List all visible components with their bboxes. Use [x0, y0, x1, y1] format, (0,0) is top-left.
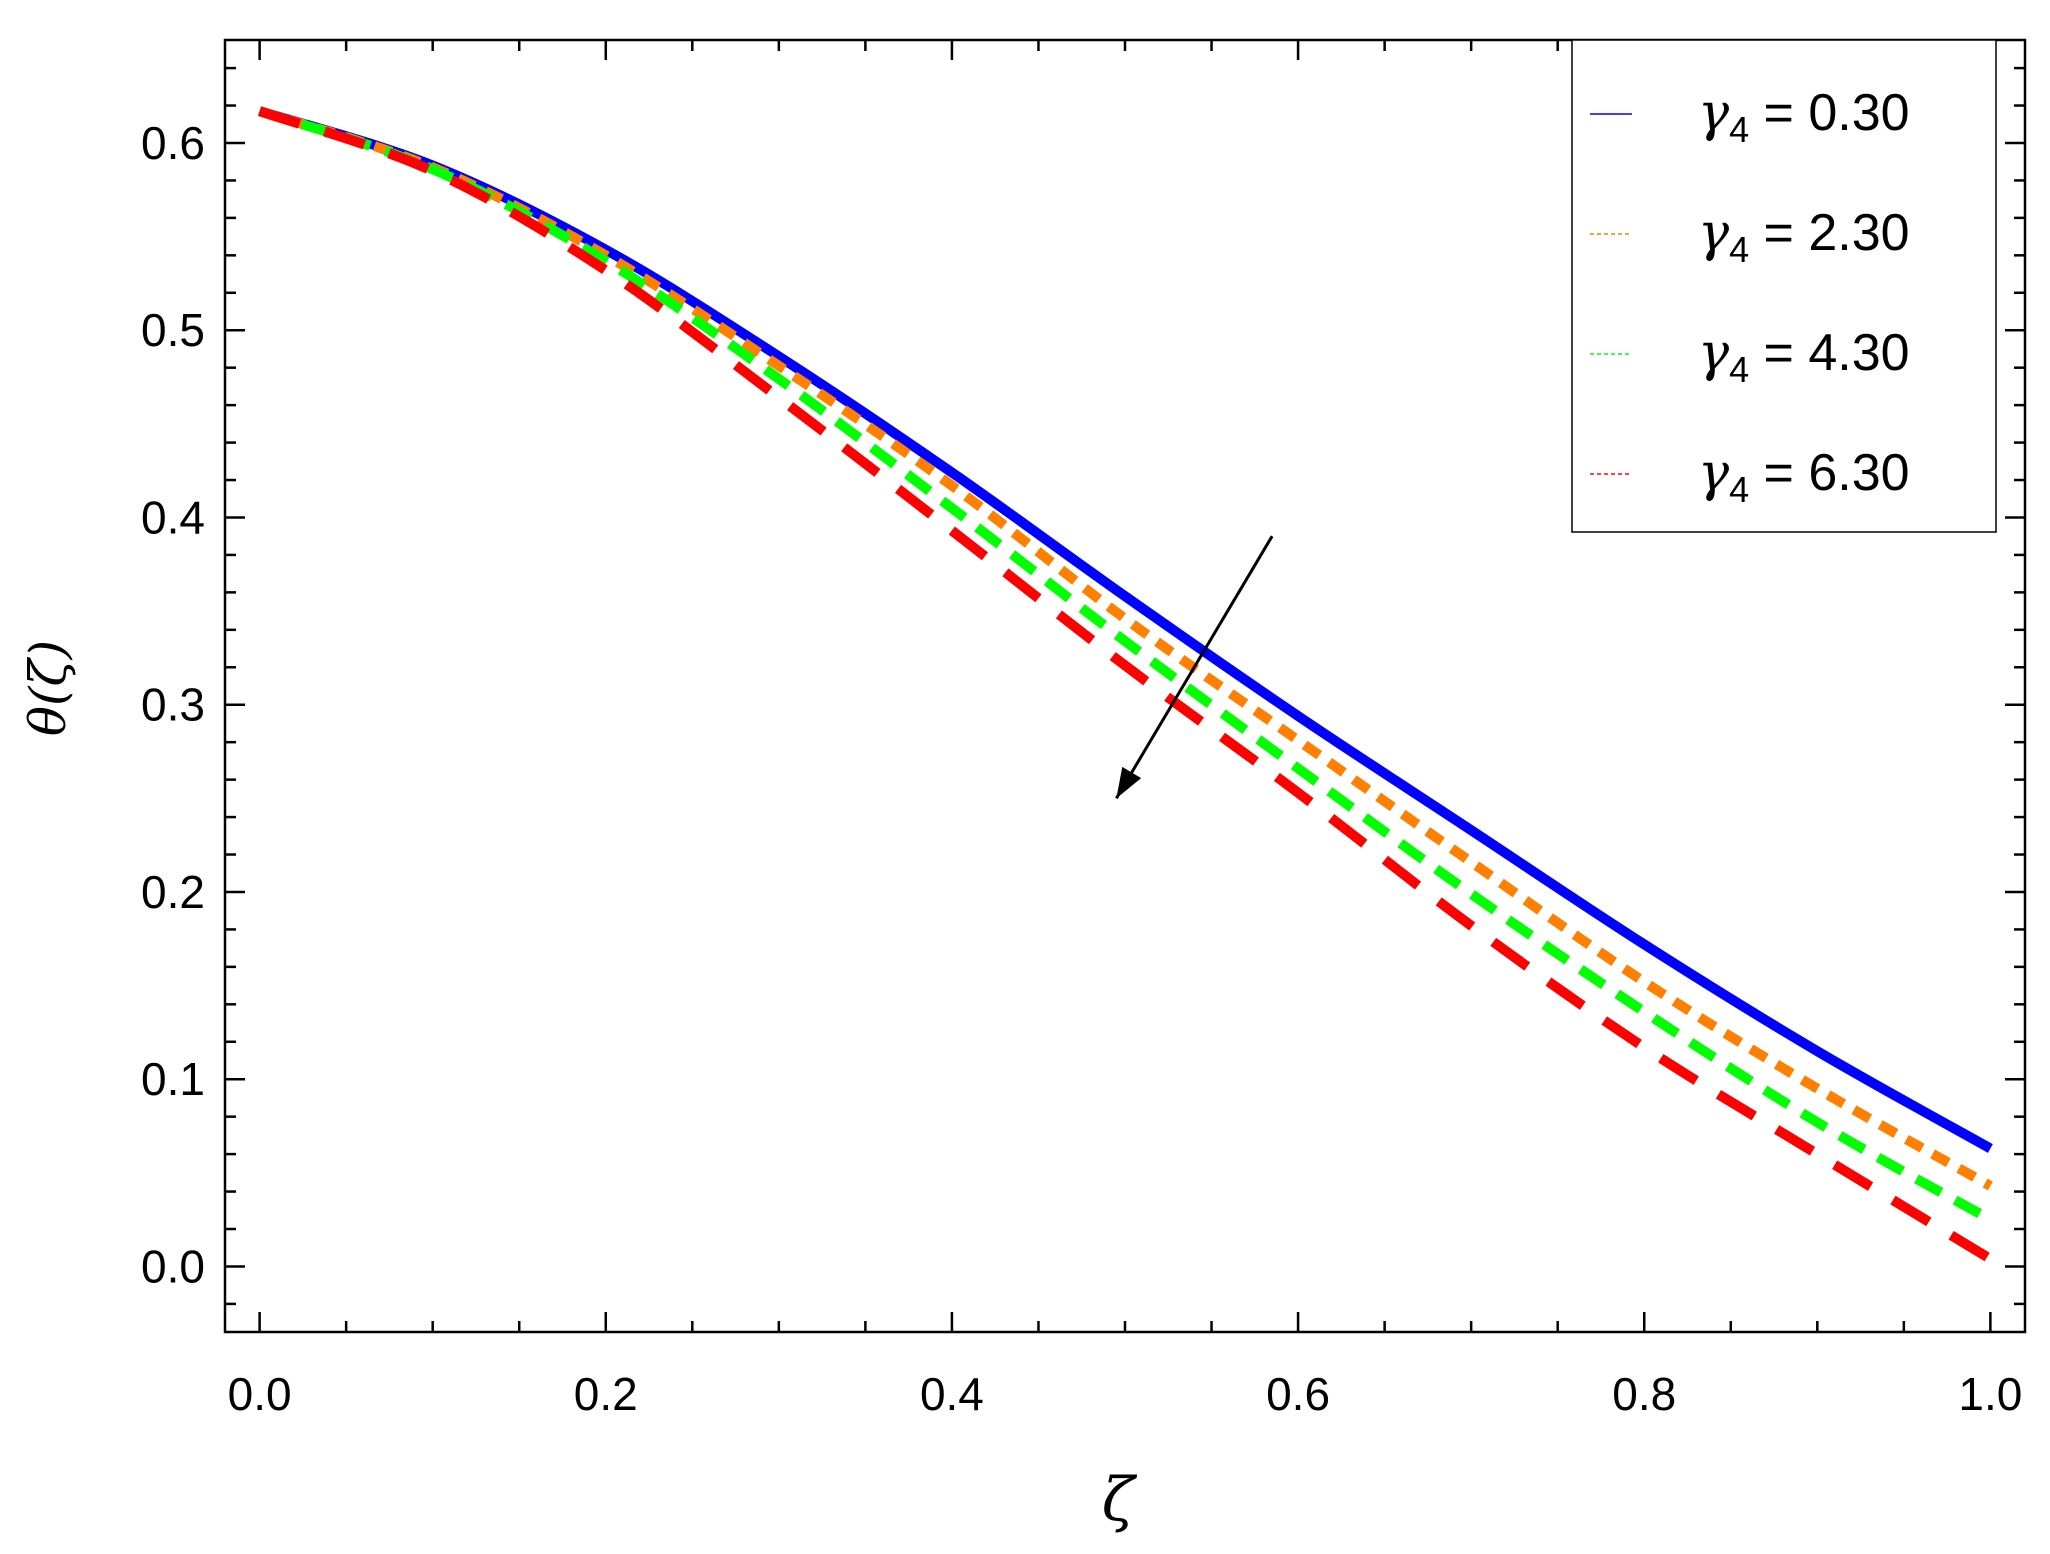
- series-layer: [257, 106, 1993, 1264]
- y-tick-label: 0.0: [141, 1240, 205, 1292]
- y-tick-label: 0.5: [141, 304, 205, 356]
- x-tick-label: 0.8: [1612, 1368, 1676, 1420]
- tick-labels: 0.0 0.2 0.4 0.6 0.8 1.0 0.0 0.1 0.2 0.3 0.4 0.5 0.6: [141, 117, 2022, 1420]
- y-tick-label: 0.3: [141, 679, 205, 731]
- trend-arrow: [1115, 535, 1274, 800]
- legend: γ4 = 0.30 γ4 = 2.30 γ4 = 4.30 γ4 = 6.30: [1571, 39, 1997, 533]
- legend-items: γ4 = 0.30 γ4 = 2.30 γ4 = 4.30 γ4 = 6.30: [1590, 83, 1910, 510]
- x-tick-label: 0.6: [1266, 1368, 1330, 1420]
- x-tick-label: 0.2: [574, 1368, 638, 1420]
- legend-box: [1571, 39, 1997, 533]
- series-line-4: [257, 106, 1993, 1264]
- y-tick-label: 0.4: [141, 491, 205, 543]
- series-line-3: [258, 106, 1993, 1225]
- legend-label-3: γ4 = 4.30: [1698, 323, 1910, 390]
- legend-label-4: γ4 = 6.30: [1698, 443, 1910, 510]
- y-tick-label: 0.1: [141, 1053, 205, 1105]
- annotation-layer: [1115, 535, 1274, 800]
- y-tick-label: 0.6: [141, 117, 205, 169]
- x-axis-title: ζ: [1102, 1465, 1138, 1535]
- legend-label-1: γ4 = 0.30: [1698, 83, 1910, 150]
- x-tick-label: 0.0: [228, 1368, 292, 1420]
- trend-arrow-head: [1116, 766, 1142, 799]
- legend-label-2: γ4 = 2.30: [1698, 203, 1910, 270]
- x-tick-label: 0.4: [920, 1368, 984, 1420]
- y-tick-label: 0.2: [141, 866, 205, 918]
- x-tick-label: 1.0: [1958, 1368, 2022, 1420]
- y-axis-title: θ(ζ): [19, 640, 77, 736]
